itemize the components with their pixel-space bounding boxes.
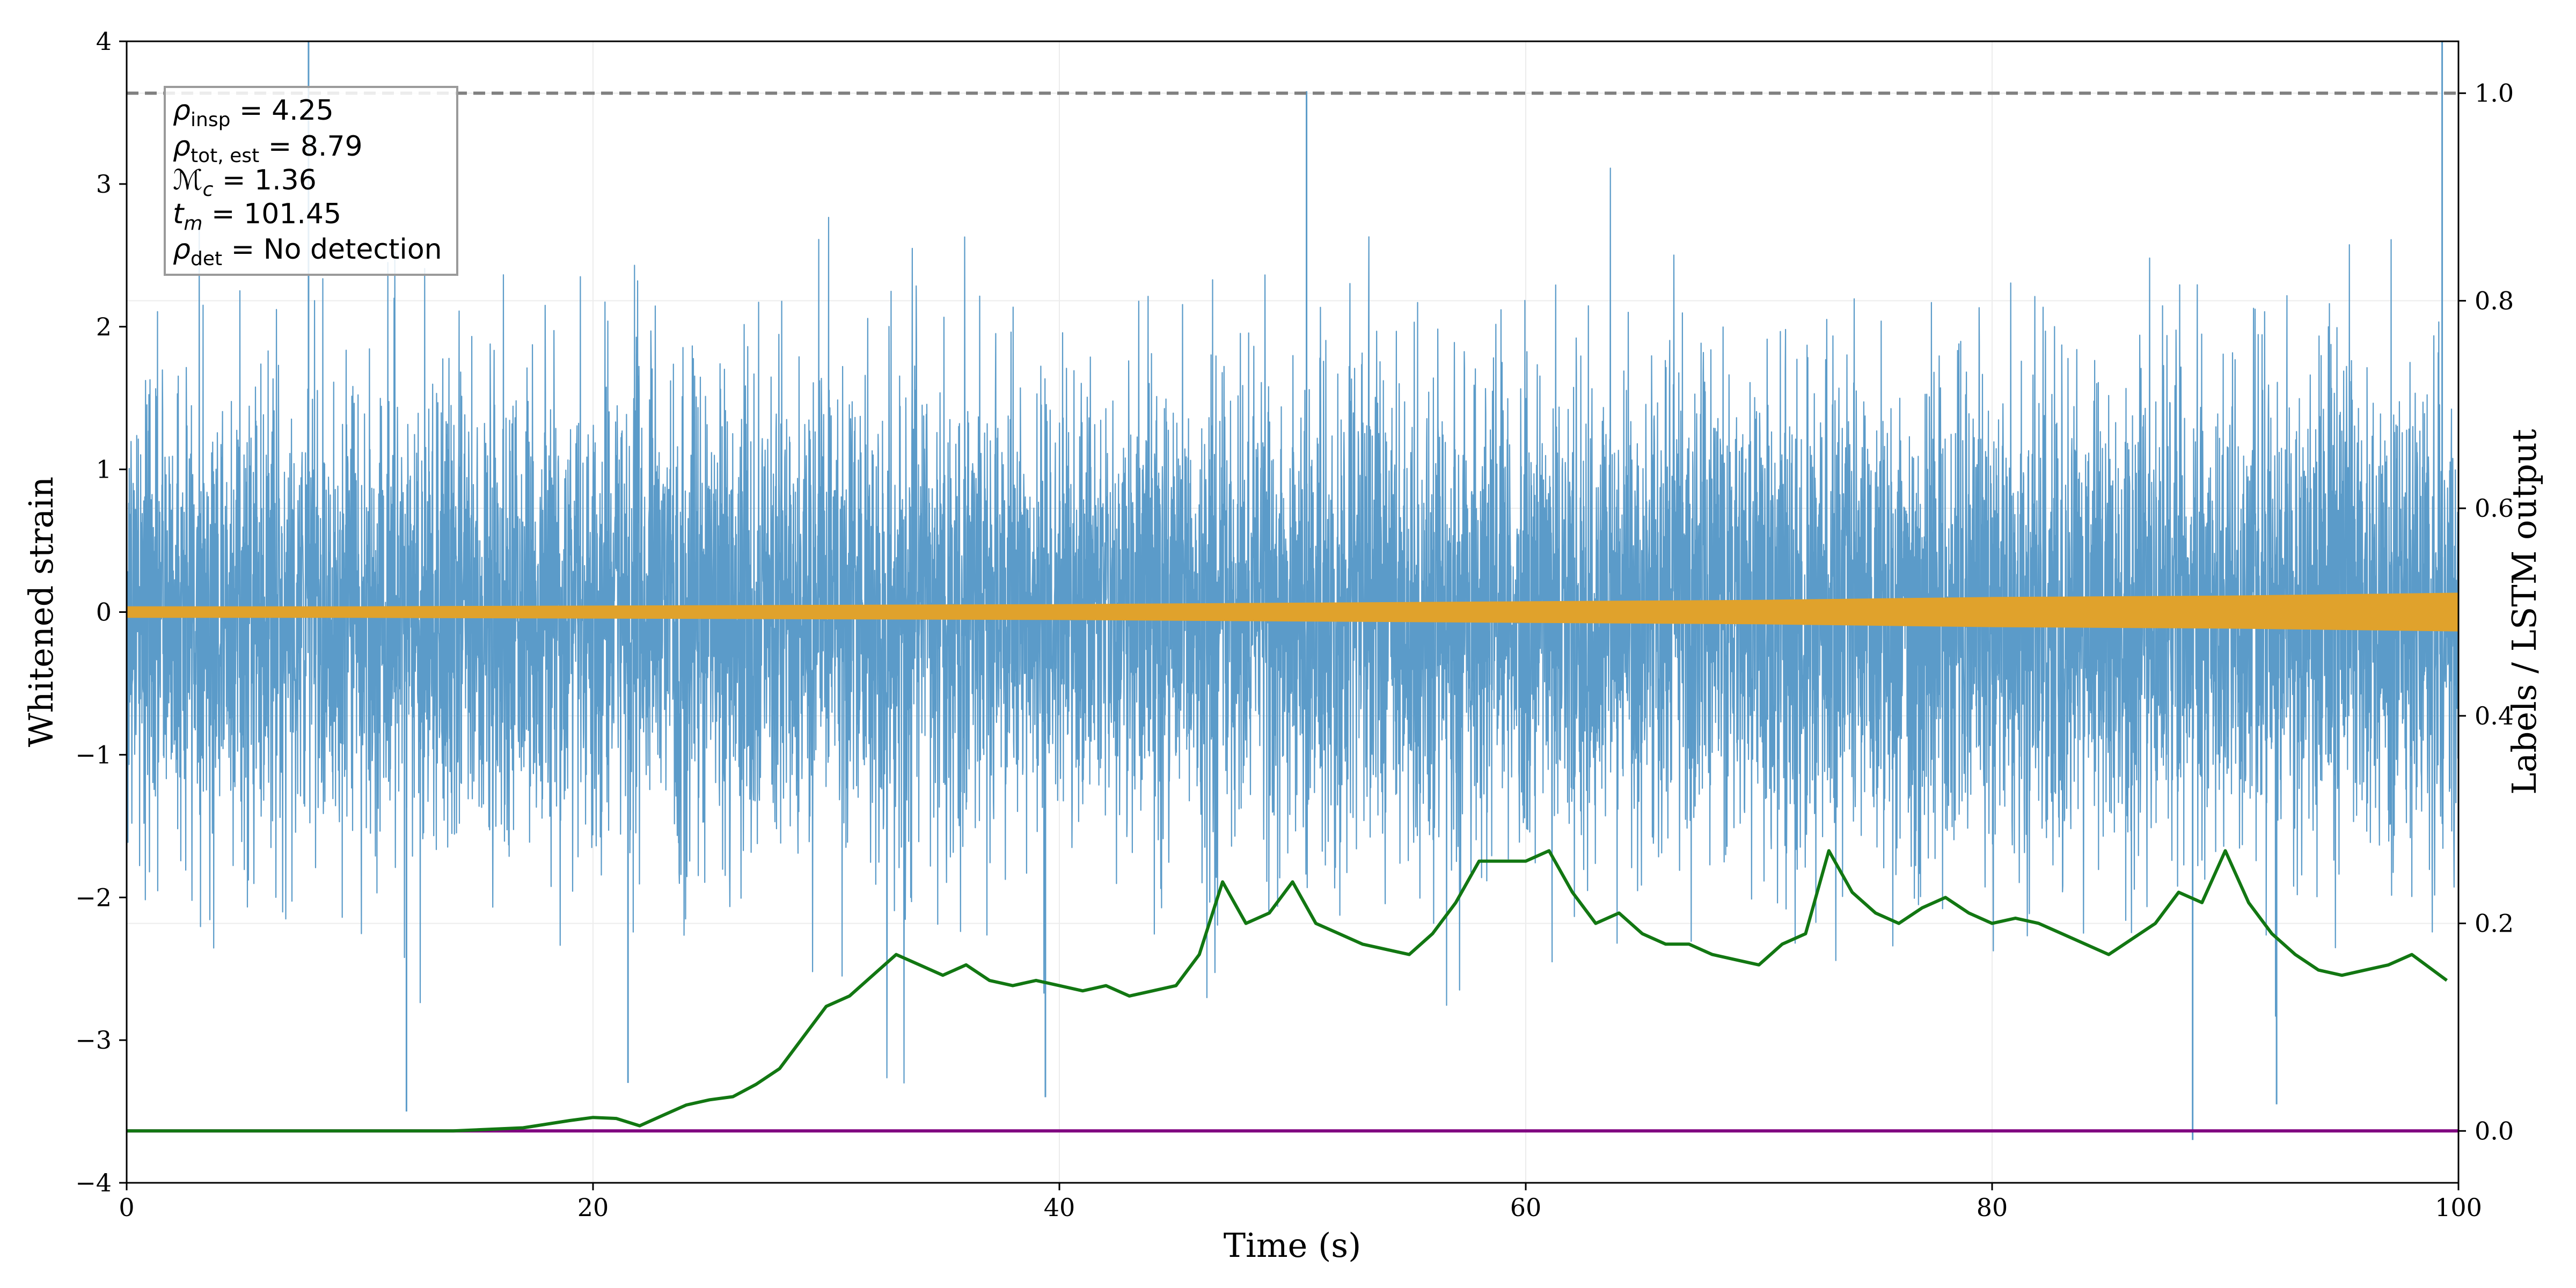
annotation-rho-det: ρdet = No detection [173, 233, 442, 270]
y-left-tick-label: 0 [96, 598, 112, 627]
x-tick-label: 40 [1044, 1193, 1075, 1222]
x-tick-label: 60 [1510, 1193, 1542, 1222]
y-right-tick-label: 0.8 [2475, 286, 2514, 315]
y-left-tick-label: 4 [96, 27, 112, 56]
x-tick-label: 100 [2435, 1193, 2482, 1222]
y-right-tick-label: 1.0 [2475, 79, 2514, 108]
annotation-chirp-mass: ℳc = 1.36 [173, 164, 317, 201]
y-right-tick-label: 0.6 [2475, 494, 2514, 523]
annotation-frame [164, 86, 458, 276]
y-right-tick-label: 0.0 [2475, 1116, 2514, 1145]
annotation-merger-time: tm = 101.45 [173, 198, 341, 235]
y-right-tick-label: 0.2 [2475, 909, 2514, 938]
lstm-output-line [127, 849, 2448, 1133]
y-left-tick-label: −2 [75, 883, 112, 912]
injected-signal-envelope [127, 592, 2458, 632]
strain-noise-line [127, 167, 2458, 1084]
y-left-tick-label: −1 [75, 740, 112, 769]
x-tick-label: 20 [577, 1193, 609, 1222]
plot-area [127, 41, 2458, 1140]
y-left-tick-label: 2 [96, 312, 112, 341]
annotation-rho-tot-est: ρtot, est = 8.79 [173, 130, 363, 167]
annotation-rho-insp: ρinsp = 4.25 [173, 94, 334, 131]
y-axis-right-title: Labels / LSTM output [2505, 429, 2544, 794]
y-left-tick-label: 1 [96, 455, 112, 484]
annotation-box: ρinsp = 4.25 ρtot, est = 8.79 ℳc = 1.36 … [164, 86, 458, 276]
x-tick-label: 80 [1977, 1193, 2008, 1222]
x-axis-title: Time (s) [1224, 1226, 1362, 1265]
y-left-tick-label: 3 [96, 170, 112, 199]
y-left-tick-label: −4 [75, 1168, 112, 1197]
axes: 0 20 40 60 80 100 −4 −3 −2 −1 0 1 2 3 4 0.0 0.2 0.4 0.6 0.8… [75, 27, 2514, 1222]
y-left-tick-label: −3 [75, 1026, 112, 1055]
x-tick-label: 0 [119, 1193, 134, 1222]
y-right-tick-label: 0.4 [2475, 701, 2514, 730]
y-axis-left-title: Whitened strain [21, 477, 61, 747]
